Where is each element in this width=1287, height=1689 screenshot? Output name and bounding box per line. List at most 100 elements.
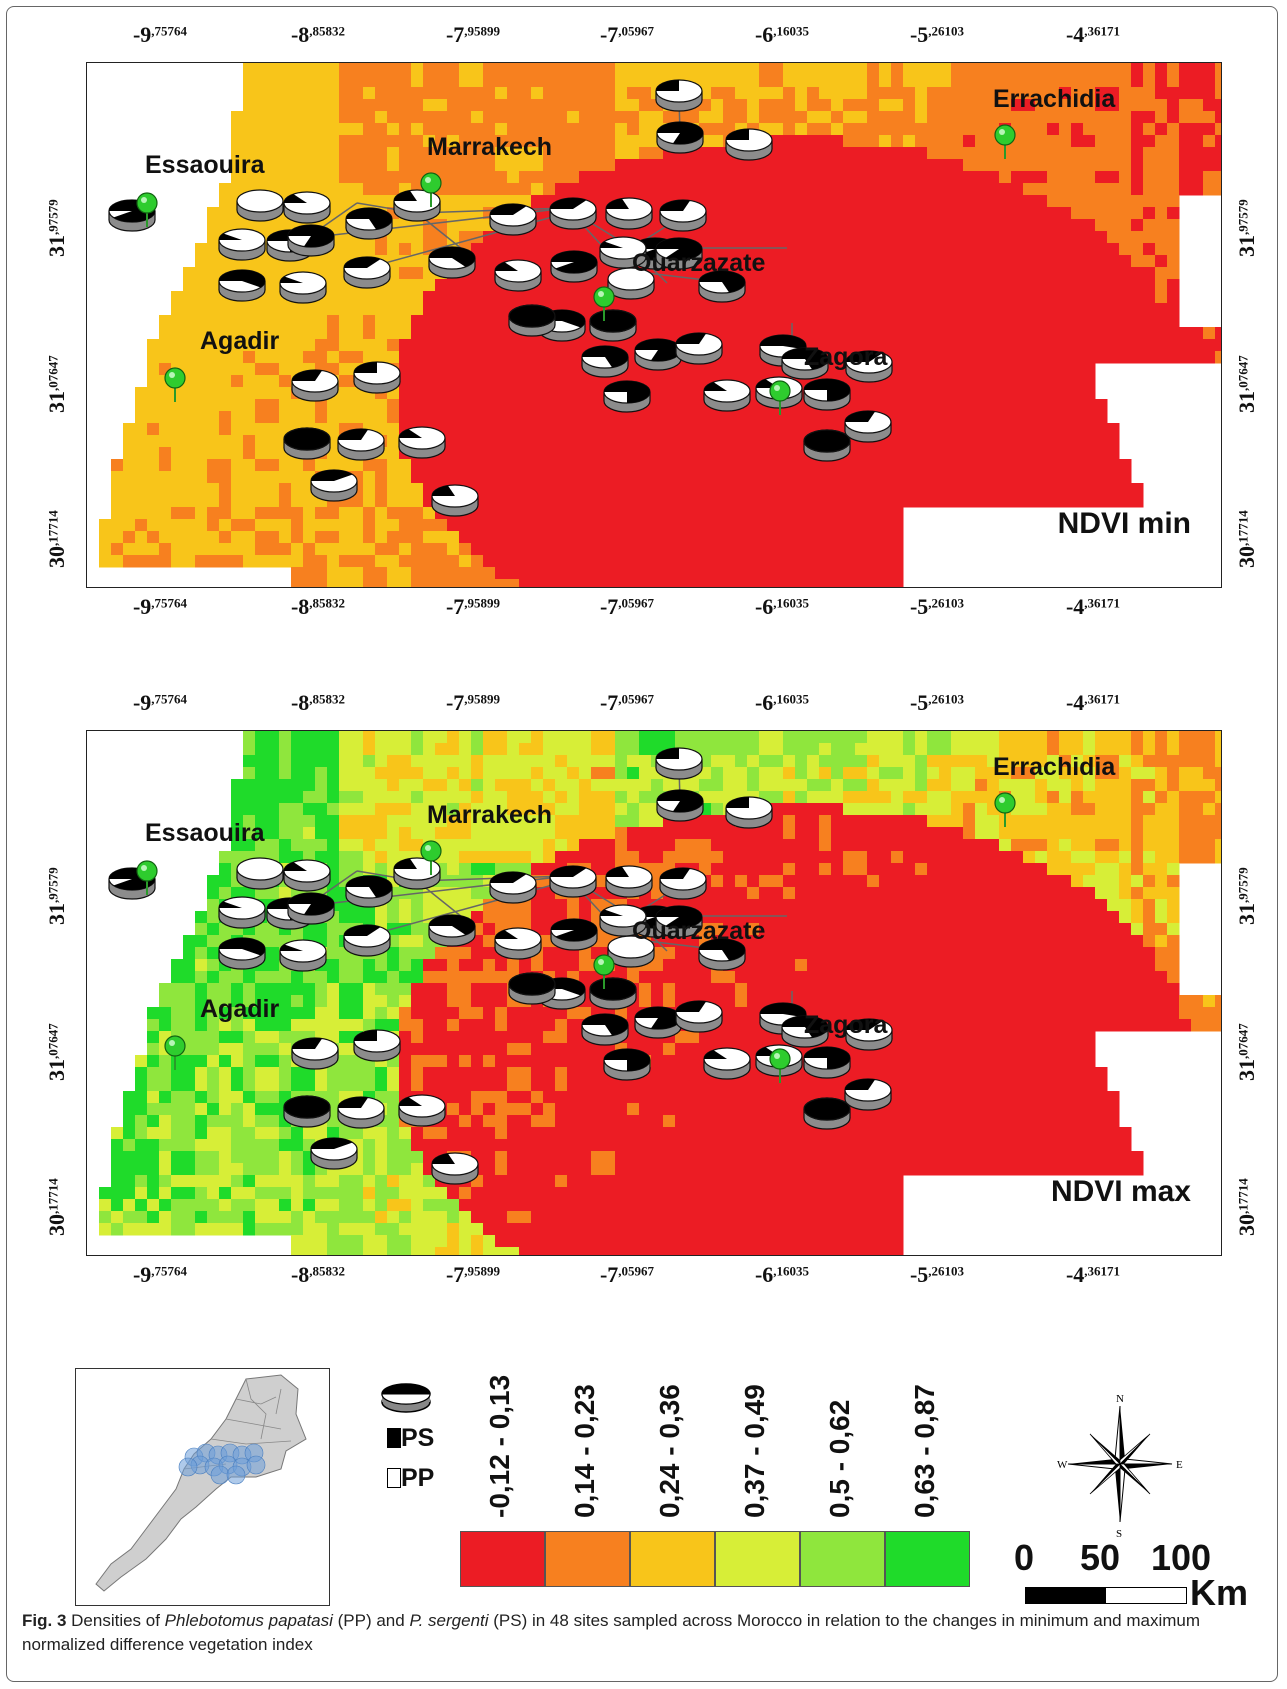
location-pin-icon	[593, 286, 615, 321]
ndvi-class-swatch	[715, 1531, 800, 1587]
site-pie	[698, 938, 746, 971]
compass-rose: N S E W	[1057, 1393, 1183, 1540]
ndvi-class-label: 0,24 - 0,36	[654, 1384, 685, 1518]
city-label-ouarzazate: Ouarzazate	[632, 917, 766, 945]
site-pie	[398, 426, 446, 459]
lon-tick-label: -7,95899	[445, 690, 501, 715]
ndvi-class-swatch	[800, 1531, 885, 1587]
legend-pp-label: PP	[401, 1464, 435, 1492]
site-pie	[607, 935, 655, 968]
site-pie	[508, 972, 556, 1005]
ndvi-max-map-panel: NDVI max Essaouira Marrakech Ouarzazate Aga…	[86, 730, 1222, 1256]
site-pie	[343, 924, 391, 957]
lon-tick-label: -6,16035	[754, 1262, 810, 1287]
site-pie	[353, 361, 401, 394]
lat-tick-label: 31,07647	[44, 1023, 69, 1081]
lat-tick-label: 31,07647	[1234, 355, 1259, 413]
site-pie	[655, 79, 703, 112]
site-pie	[287, 892, 335, 925]
site-pie	[655, 747, 703, 780]
location-pin-icon	[164, 1035, 186, 1070]
site-pie	[581, 345, 629, 378]
ndvi-min-map-panel: NDVI min Essaouira Marrakech Ouarzazate Aga…	[86, 62, 1222, 588]
location-pin-icon	[164, 367, 186, 402]
caption-text: (PS) in 48 sites sampled across Morocco …	[22, 1611, 1200, 1654]
site-pie-symbols	[108, 79, 893, 517]
site-pie	[655, 905, 703, 938]
site-pie	[393, 189, 441, 222]
site-pie	[659, 867, 707, 900]
site-pie	[218, 896, 266, 929]
site-pie	[803, 1046, 851, 1079]
city-label-zagora: Zagora	[804, 343, 888, 371]
site-pie	[343, 256, 391, 289]
lon-tick-label: -7,05967	[599, 594, 655, 619]
site-pie	[725, 796, 773, 829]
ndvi-class-swatch	[460, 1531, 545, 1587]
site-pie	[603, 380, 651, 413]
site-pie	[508, 304, 556, 337]
lon-tick-label: -4,36171	[1065, 1262, 1121, 1287]
lon-tick-label: -4,36171	[1065, 594, 1121, 619]
location-pin-icon	[136, 860, 158, 895]
scale-unit: Km	[1190, 1572, 1249, 1613]
location-pin-icon	[136, 192, 158, 227]
lon-tick-label: -9,75764	[132, 1262, 188, 1287]
site-pie	[703, 379, 751, 412]
site-pie	[337, 1096, 385, 1129]
site-pie	[283, 427, 331, 460]
lon-tick-label: -6,16035	[754, 22, 810, 47]
site-pie	[353, 1029, 401, 1062]
lon-tick-label: -5,26103	[909, 594, 965, 619]
ndvi-class-label: 0,63 - 0,87	[909, 1384, 940, 1518]
site-pie	[283, 859, 331, 892]
lon-tick-label: -7,05967	[599, 1262, 655, 1287]
lat-tick-label: 31,97579	[44, 199, 69, 257]
lon-tick-label: -7,95899	[445, 1262, 501, 1287]
site-pie	[550, 918, 598, 951]
site-pie	[634, 338, 682, 371]
site-pie	[589, 977, 637, 1010]
lon-tick-label: -9,75764	[132, 22, 188, 47]
lat-tick-label: 31,97579	[1234, 867, 1259, 925]
lat-tick-label: 30,17714	[44, 510, 69, 568]
raster-cells	[99, 731, 1221, 1255]
site-pie	[236, 857, 284, 890]
site-pie	[599, 236, 647, 269]
city-label-essaouira: Essaouira	[145, 819, 265, 847]
scale-bar-white	[1105, 1587, 1187, 1604]
city-label-agadir: Agadir	[200, 327, 280, 355]
site-pie	[494, 927, 542, 960]
morocco-locator-map	[95, 1374, 307, 1592]
site-pie	[291, 369, 339, 402]
site-pie	[844, 410, 892, 443]
scale-bar-black	[1025, 1587, 1107, 1604]
site-pie	[725, 128, 773, 161]
ndvi-class-label: 0,5 - 0,62	[824, 1399, 855, 1518]
lat-tick-label: 30,17714	[1234, 1178, 1259, 1236]
legend-ps-label: PS	[401, 1424, 435, 1452]
lat-tick-label: 30,17714	[44, 1178, 69, 1236]
compass-n: N	[1116, 1393, 1124, 1405]
site-pie	[431, 1152, 479, 1185]
panel-label-ndvi-min: NDVI min	[1057, 507, 1191, 540]
site-pie	[603, 1048, 651, 1081]
lon-tick-label: -8,85832	[290, 1262, 346, 1287]
morocco-locator-inset	[75, 1368, 330, 1606]
site-pie	[803, 1097, 851, 1130]
site-pie	[659, 199, 707, 232]
site-pie	[803, 378, 851, 411]
site-pie	[549, 197, 597, 230]
site-pie	[845, 350, 893, 383]
site-pie	[634, 1006, 682, 1039]
caption-label: Fig. 3	[22, 1611, 67, 1630]
lon-tick-label: -8,85832	[290, 594, 346, 619]
lon-tick-label: -9,75764	[132, 594, 188, 619]
site-pie	[781, 347, 829, 380]
lon-tick-label: -5,26103	[909, 690, 965, 715]
site-pie	[218, 937, 266, 970]
lon-tick-label: -4,36171	[1065, 690, 1121, 715]
figure-caption: Fig. 3 Densities of Phlebotomus papatasi…	[22, 1609, 1267, 1657]
lon-tick-label: -7,05967	[599, 690, 655, 715]
site-pie	[605, 197, 653, 230]
